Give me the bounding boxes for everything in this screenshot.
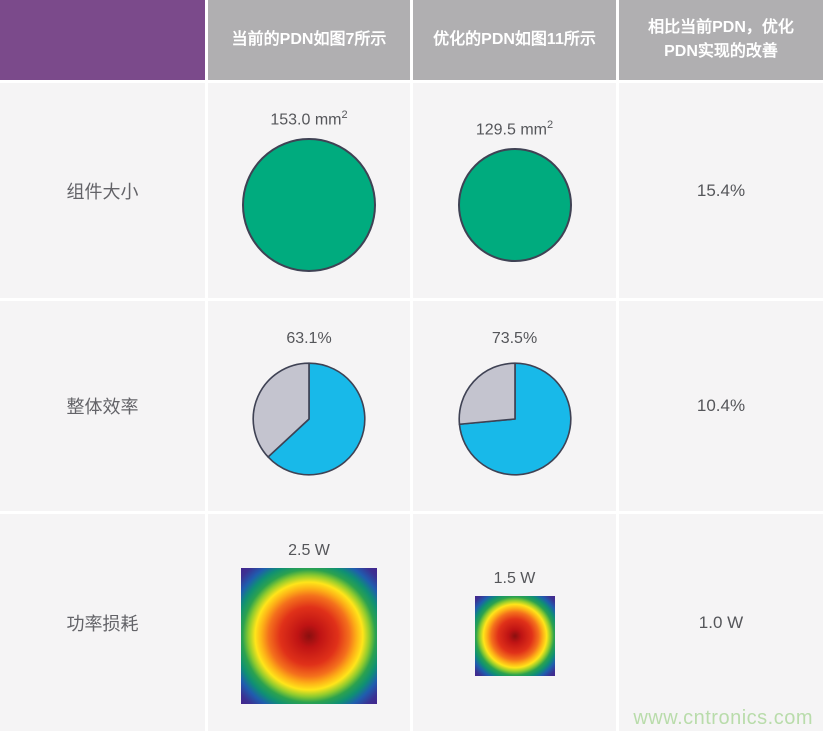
- efficiency-optimized-value: 73.5%: [491, 330, 538, 347]
- efficiency-pie-current: [252, 362, 366, 476]
- efficiency-improvement-value: 10.4%: [696, 396, 746, 415]
- header-corner-cell: [0, 0, 205, 80]
- efficiency-current-cell: 63.1%: [208, 301, 410, 511]
- component-size-circle-optimized: [457, 147, 572, 262]
- header-optimized-pdn: 优化的PDN如图11所示: [413, 0, 616, 80]
- component-size-optimized-cell: 129.5 mm2: [413, 83, 616, 298]
- component-size-improvement-cell: 15.4%: [619, 83, 823, 298]
- component-size-optimized-sup: 2: [547, 119, 554, 132]
- header-optimized-pdn-label: 优化的PDN如图11所示: [433, 31, 596, 48]
- power-loss-current-value: 2.5 W: [288, 541, 330, 559]
- efficiency-current-value: 63.1%: [286, 330, 332, 347]
- component-size-current-cell: 153.0 mm2: [208, 83, 410, 298]
- power-loss-optimized-value: 1.5 W: [493, 569, 536, 587]
- row-label-component-size: 组件大小: [0, 83, 205, 298]
- header-improvement: 相比当前PDN，优化PDN实现的改善: [619, 0, 823, 80]
- component-size-label: 组件大小: [66, 181, 139, 202]
- component-size-circle-current: [242, 137, 376, 272]
- row-label-power-loss: 功率损耗: [0, 514, 205, 731]
- component-size-current-sup: 2: [341, 109, 348, 122]
- efficiency-optimized-cell: 73.5%: [413, 301, 616, 511]
- header-improvement-label: 相比当前PDN，优化PDN实现的改善: [648, 19, 794, 60]
- power-loss-optimized-cell: 1.5 W: [413, 514, 616, 731]
- header-current-pdn-label: 当前的PDN如图7所示: [231, 31, 387, 48]
- efficiency-improvement-cell: 10.4%: [619, 301, 823, 511]
- efficiency-pie-optimized: [457, 362, 572, 476]
- efficiency-label: 整体效率: [66, 397, 139, 417]
- power-loss-improvement-value: 1.0 W: [698, 612, 744, 632]
- component-size-optimized-value: 129.5 mm2: [476, 119, 553, 139]
- power-loss-heatmap-current: [241, 567, 377, 704]
- power-loss-current-cell: 2.5 W: [208, 514, 410, 731]
- row-label-efficiency: 整体效率: [0, 301, 205, 511]
- power-loss-heatmap-optimized: [474, 595, 555, 676]
- component-size-current-value: 153.0 mm2: [270, 109, 347, 129]
- power-loss-improvement-cell: 1.0 W: [619, 514, 823, 731]
- power-loss-label: 功率损耗: [66, 613, 139, 634]
- watermark: www.cntronics.com: [633, 707, 813, 729]
- component-size-optimized-number: 129.5 mm: [475, 121, 547, 139]
- component-size-improvement-value: 15.4%: [696, 180, 746, 200]
- header-current-pdn: 当前的PDN如图7所示: [208, 0, 410, 80]
- component-size-current-number: 153.0 mm: [270, 111, 342, 129]
